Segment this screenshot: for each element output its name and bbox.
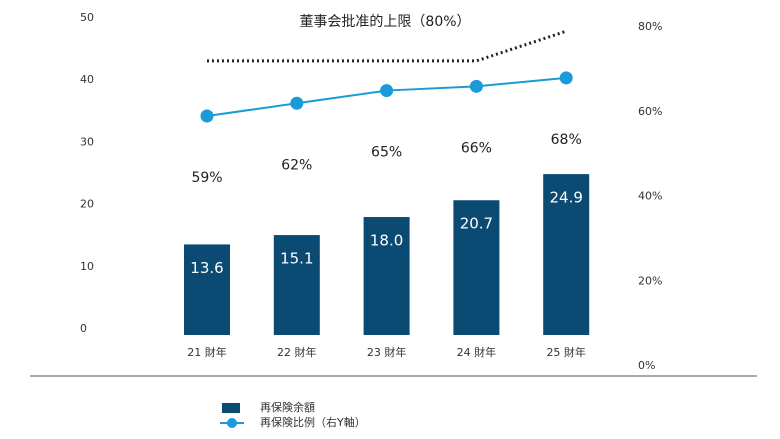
line-point <box>200 109 214 123</box>
y-tick-label: 40 <box>80 73 94 86</box>
limit-annotation: 董事会批准的上限（80%） <box>299 14 470 30</box>
y-tick-label: 0 <box>80 322 87 335</box>
bar-value-label: 13.6 <box>190 259 223 277</box>
bar <box>363 217 410 335</box>
line-value-label: 68% <box>551 132 582 148</box>
y2-tick-label: 80% <box>638 20 662 33</box>
line-value-label: 59% <box>191 170 222 186</box>
line-value-label: 66% <box>461 140 492 156</box>
y-tick-label: 20 <box>80 198 94 211</box>
legend-label: 再保険比例（右Y軸） <box>260 415 366 429</box>
x-tick-label: 25 財年 <box>546 345 586 359</box>
x-tick-label: 24 財年 <box>457 345 497 359</box>
legend-label: 再保険余額 <box>260 400 315 414</box>
bar-value-label: 15.1 <box>280 250 313 268</box>
y-tick-label: 30 <box>80 135 94 148</box>
x-tick-label: 22 財年 <box>277 345 317 359</box>
y2-tick-label: 40% <box>638 190 662 203</box>
bar <box>273 235 320 335</box>
bar-value-label: 20.7 <box>460 215 493 233</box>
x-tick-label: 21 財年 <box>187 345 227 359</box>
y2-tick-label: 0% <box>638 359 655 372</box>
y2-tick-label: 60% <box>638 105 662 118</box>
x-tick-label: 23 財年 <box>367 345 407 359</box>
bar-value-label: 18.0 <box>370 232 403 250</box>
limit-line <box>207 29 567 63</box>
legend-swatch <box>222 403 240 413</box>
line-point <box>380 84 394 98</box>
line-point <box>469 79 483 93</box>
bar <box>543 174 590 335</box>
line-value-label: 65% <box>371 145 402 161</box>
line-point <box>290 96 304 110</box>
y-tick-label: 10 <box>80 260 94 273</box>
bar-value-label: 24.9 <box>549 189 582 207</box>
y2-tick-label: 20% <box>638 274 662 287</box>
y-tick-label: 50 <box>80 11 94 24</box>
line-value-label: 62% <box>281 157 312 173</box>
line-point <box>559 71 573 85</box>
legend-swatch <box>227 418 237 428</box>
bar <box>184 244 230 335</box>
bar <box>453 200 500 335</box>
